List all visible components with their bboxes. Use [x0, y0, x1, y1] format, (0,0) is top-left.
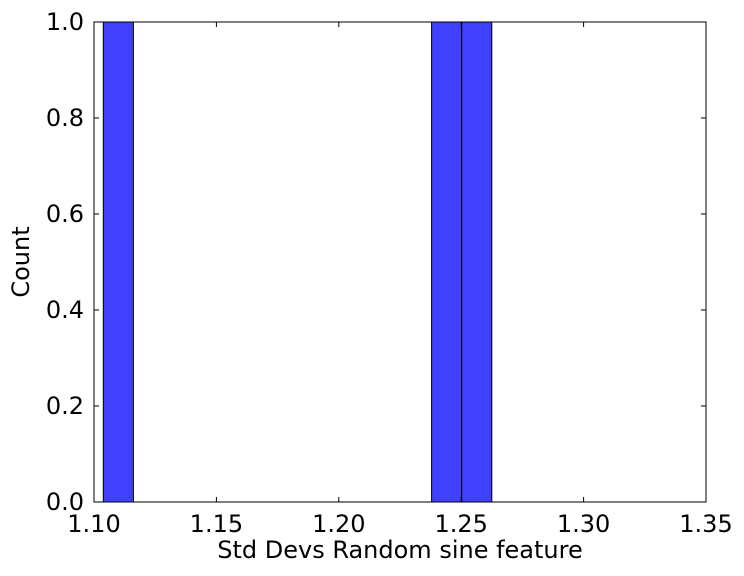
ticks-layer: [93, 21, 707, 503]
y-tick-label: 0.2: [46, 392, 84, 420]
y-tick-label: 1.0: [46, 8, 84, 36]
y-axis-label: Count: [7, 226, 35, 297]
histogram-bar-1: [102, 21, 134, 503]
x-tick-label: 1.25: [434, 510, 487, 538]
x-axis-label: Std Devs Random sine feature: [217, 536, 583, 564]
y-tick-label: 0.8: [46, 104, 84, 132]
histogram-bar-2: [431, 21, 463, 503]
bars-layer: [102, 21, 493, 503]
x-tick-label: 1.10: [67, 510, 120, 538]
labels-layer: 1.10 1.15 1.20 1.25 1.30 1.35 0.0 0.2 0.4 0.6 0.8 1…: [46, 8, 733, 538]
x-tick-label: 1.35: [679, 510, 732, 538]
x-tick-label: 1.15: [190, 510, 243, 538]
y-tick-label: 0.0: [46, 488, 84, 516]
plot-frame: [93, 21, 707, 503]
x-tick-label: 1.20: [312, 510, 365, 538]
histogram-bar-3: [461, 21, 493, 503]
y-tick-label: 0.6: [46, 200, 84, 228]
x-tick-label: 1.30: [557, 510, 610, 538]
y-tick-label: 0.4: [46, 296, 84, 324]
